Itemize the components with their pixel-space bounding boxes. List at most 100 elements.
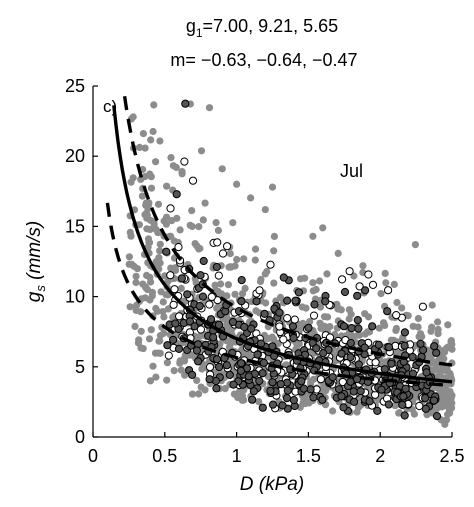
data-point	[212, 384, 221, 393]
data-point	[196, 325, 205, 334]
data-point	[195, 390, 203, 398]
data-point	[238, 392, 247, 400]
data-point	[294, 288, 303, 297]
data-point	[213, 238, 222, 247]
data-point	[283, 296, 292, 305]
data-point	[346, 377, 355, 386]
data-point	[147, 184, 156, 192]
data-point	[354, 360, 363, 369]
data-point	[270, 279, 278, 287]
data-point	[347, 324, 356, 333]
data-point	[335, 385, 344, 394]
data-point	[225, 370, 234, 379]
data-point	[199, 256, 208, 266]
data-point	[382, 279, 390, 287]
data-point	[270, 247, 278, 255]
data-point	[442, 387, 450, 395]
data-point	[154, 200, 163, 208]
data-point	[432, 348, 441, 357]
y-tick-label: 10	[65, 287, 85, 307]
data-point	[207, 292, 216, 301]
data-point	[266, 260, 275, 269]
data-point	[159, 298, 167, 306]
data-point	[384, 400, 393, 409]
x-tick-label: 1.5	[296, 446, 321, 466]
data-point	[416, 330, 425, 338]
data-point	[253, 350, 262, 359]
data-point	[401, 384, 410, 393]
data-point	[255, 376, 264, 386]
data-point	[337, 306, 345, 314]
data-point	[180, 157, 189, 166]
y-tick-label: 0	[75, 427, 85, 447]
data-point	[207, 315, 216, 324]
data-point	[163, 376, 171, 384]
data-point	[299, 399, 307, 407]
data-point	[347, 310, 355, 318]
data-point	[159, 308, 167, 316]
data-point	[171, 319, 180, 328]
data-point	[205, 363, 215, 372]
data-point	[255, 286, 264, 295]
data-point	[143, 211, 151, 219]
data-point	[129, 174, 137, 182]
data-point	[247, 324, 256, 333]
data-point	[361, 286, 370, 295]
data-point	[230, 390, 238, 398]
data-point	[156, 240, 164, 248]
data-point	[316, 303, 325, 311]
data-point	[166, 204, 175, 213]
data-point	[421, 394, 430, 403]
data-point	[176, 357, 184, 365]
data-point	[428, 301, 436, 309]
data-point	[268, 378, 277, 387]
data-point	[310, 300, 319, 309]
plot-area	[105, 95, 456, 428]
data-point	[430, 342, 439, 351]
data-point	[339, 322, 348, 331]
data-point	[323, 270, 331, 278]
data-point	[233, 255, 241, 264]
data-point	[178, 168, 186, 176]
data-point	[418, 302, 427, 311]
data-point	[320, 387, 328, 395]
data-point	[240, 255, 248, 263]
data-points	[125, 99, 456, 428]
fit-curve-solid	[112, 105, 453, 384]
data-point	[360, 343, 369, 352]
data-point	[181, 371, 189, 379]
data-point	[434, 330, 442, 338]
data-point	[368, 322, 377, 331]
data-point	[212, 262, 221, 272]
data-point	[144, 235, 153, 243]
data-point	[201, 199, 209, 207]
data-point	[188, 176, 198, 185]
data-point	[259, 358, 268, 367]
data-point	[147, 173, 155, 181]
data-point	[240, 322, 249, 332]
data-point	[163, 359, 171, 367]
data-point	[422, 368, 431, 377]
data-point	[354, 403, 362, 411]
data-point	[136, 143, 144, 151]
data-point	[283, 314, 292, 323]
data-point	[309, 232, 317, 240]
data-point	[355, 282, 364, 291]
data-point	[350, 397, 359, 406]
data-point	[275, 308, 284, 317]
data-point	[393, 298, 401, 307]
data-point	[191, 240, 199, 248]
data-point	[170, 237, 178, 245]
data-point	[156, 259, 164, 267]
data-point	[440, 402, 448, 410]
data-point	[145, 335, 154, 343]
data-point	[192, 346, 201, 355]
data-point	[400, 328, 409, 337]
data-point	[128, 260, 136, 268]
chart-title-g1: g1=7.00, 9.21, 5.65	[186, 16, 338, 40]
data-point	[133, 265, 141, 273]
data-point	[354, 324, 363, 333]
data-point	[361, 310, 369, 318]
data-point	[169, 300, 178, 309]
data-point	[307, 377, 315, 386]
